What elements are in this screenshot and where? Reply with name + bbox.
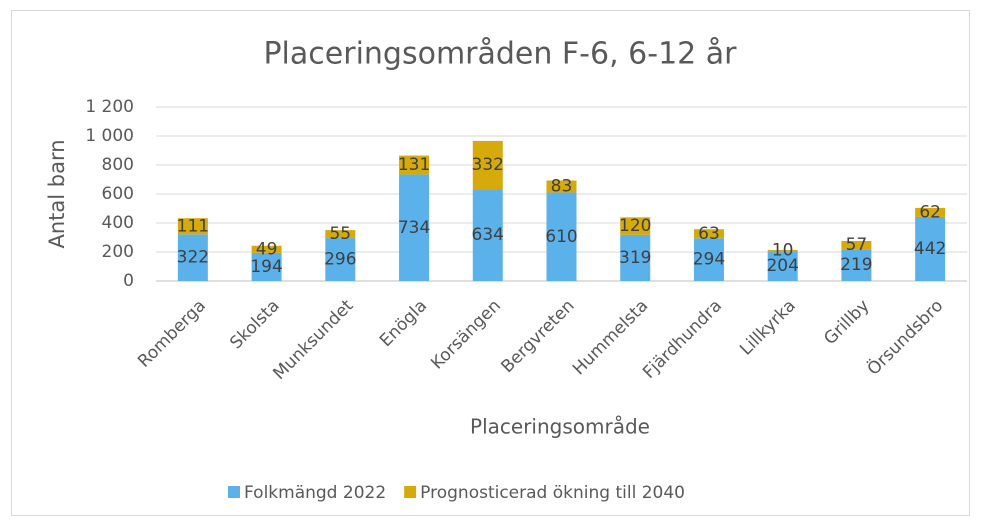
data-label: 57 bbox=[846, 235, 868, 255]
bar-segment bbox=[325, 230, 356, 239]
y-axis-label: Antal barn bbox=[45, 139, 69, 248]
chart-title: Placeringsområden F-6, 6-12 år bbox=[263, 37, 737, 72]
data-label: 610 bbox=[545, 227, 577, 247]
data-label: 634 bbox=[472, 225, 504, 245]
y-tick-label: 0 bbox=[123, 271, 134, 291]
legend-swatch bbox=[404, 486, 417, 498]
bar-segment bbox=[399, 155, 430, 175]
bar-segment bbox=[251, 252, 282, 281]
y-tick-label: 600 bbox=[102, 184, 134, 204]
data-label: 62 bbox=[919, 202, 941, 222]
data-label: 111 bbox=[177, 216, 209, 236]
x-axis-label: Placeringsområde bbox=[470, 415, 650, 439]
data-label: 296 bbox=[324, 250, 356, 270]
data-label: 55 bbox=[329, 224, 351, 244]
bar-segment bbox=[767, 251, 798, 281]
data-label: 131 bbox=[398, 155, 430, 175]
y-tick-label: 400 bbox=[102, 213, 134, 233]
data-label: 322 bbox=[177, 248, 209, 268]
bar-segment bbox=[546, 192, 577, 281]
bar-segment bbox=[325, 238, 356, 281]
bar-segment bbox=[472, 189, 503, 281]
legend-swatch bbox=[228, 486, 240, 498]
data-label: 120 bbox=[619, 216, 651, 236]
bar-segment bbox=[841, 240, 872, 250]
data-label: 734 bbox=[398, 218, 430, 238]
data-label: 63 bbox=[698, 224, 720, 244]
bar-segment bbox=[915, 216, 946, 281]
bar-segment bbox=[767, 249, 798, 252]
bar-segment bbox=[693, 229, 724, 239]
data-label: 10 bbox=[772, 241, 794, 261]
y-tick-label: 800 bbox=[102, 155, 134, 175]
data-label: 83 bbox=[551, 177, 573, 197]
bar-segment bbox=[693, 238, 724, 281]
bar-segment bbox=[472, 140, 503, 190]
bar-segment bbox=[620, 217, 651, 235]
data-label: 194 bbox=[250, 257, 282, 277]
bar-segment bbox=[177, 234, 208, 281]
bar-segment bbox=[546, 180, 577, 193]
data-label: 49 bbox=[256, 239, 278, 259]
data-label: 219 bbox=[840, 255, 872, 275]
bar-segment bbox=[177, 218, 208, 235]
y-tick-label: 1 200 bbox=[85, 97, 134, 117]
bar-segment bbox=[251, 245, 282, 253]
bar-segment bbox=[841, 249, 872, 281]
data-label: 294 bbox=[693, 250, 725, 270]
data-label: 442 bbox=[914, 239, 946, 259]
data-label: 319 bbox=[619, 248, 651, 268]
data-label: 204 bbox=[766, 256, 798, 276]
bar-segment bbox=[915, 207, 946, 217]
data-label: 332 bbox=[472, 155, 504, 175]
bar-segment bbox=[620, 234, 651, 281]
y-tick-label: 1 000 bbox=[85, 126, 134, 146]
bar-segment bbox=[399, 174, 430, 281]
legend-label: Prognosticerad ökning till 2040 bbox=[420, 483, 685, 503]
y-tick-label: 200 bbox=[102, 242, 134, 262]
legend-label: Folkmängd 2022 bbox=[244, 483, 386, 503]
